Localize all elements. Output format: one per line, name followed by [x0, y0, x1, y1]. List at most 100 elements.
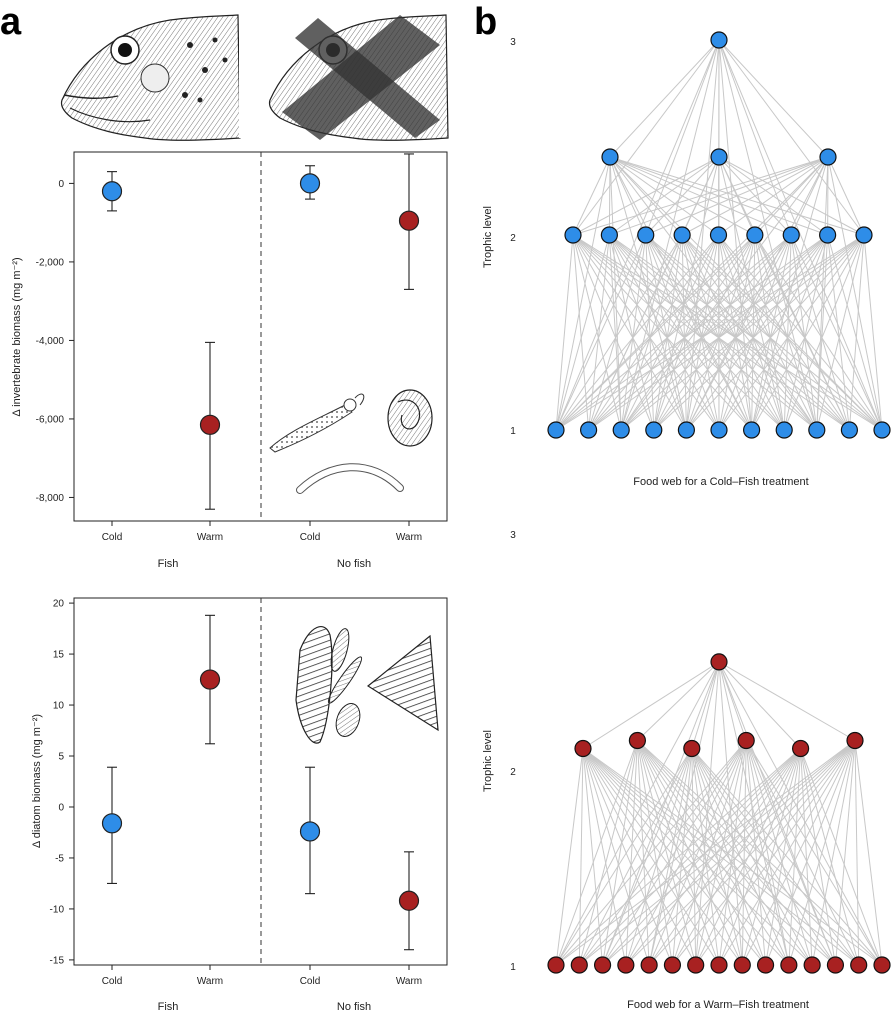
foodweb-node	[547, 421, 565, 439]
foodweb-node	[873, 421, 891, 439]
y-tick-label: -10	[50, 904, 65, 915]
foodweb-link	[745, 740, 813, 966]
foodweb-link	[653, 156, 720, 431]
foodweb-link	[582, 661, 720, 749]
foodweb-link	[572, 234, 590, 431]
foodweb-link	[800, 748, 836, 966]
x-tick-label: Cold	[300, 976, 321, 987]
foodweb-link	[609, 234, 818, 431]
foodweb-link	[625, 740, 856, 966]
foodweb-node	[819, 226, 837, 244]
foodweb-link	[555, 748, 584, 966]
foodweb-link	[625, 748, 801, 966]
foodweb-link	[582, 748, 604, 966]
x-tick-label: Warm	[396, 976, 422, 987]
foodweb-link	[620, 234, 756, 431]
foodweb-link	[718, 234, 850, 431]
foodweb-link	[718, 748, 802, 966]
y-tick-label: -15	[50, 955, 65, 966]
foodweb-link	[609, 39, 720, 158]
foodweb-link	[718, 39, 753, 431]
foodweb-link	[754, 234, 785, 431]
foodweb-link	[751, 234, 865, 431]
y-tick-label: -8,000	[36, 493, 65, 504]
foodweb-link	[582, 748, 697, 966]
foodweb-link	[718, 234, 753, 431]
foodweb-link	[741, 748, 802, 966]
foodweb-link	[645, 39, 720, 236]
foodweb-link	[827, 156, 883, 431]
foodweb-node	[710, 956, 728, 974]
foodweb-link	[555, 234, 610, 431]
foodweb-link	[555, 661, 720, 966]
foodweb-link	[783, 234, 829, 431]
foodweb-link	[691, 748, 790, 966]
foodweb-link	[681, 234, 687, 431]
foodweb-link	[811, 740, 856, 966]
y-tick-label: 0	[58, 179, 64, 190]
foodweb-link	[582, 748, 860, 966]
foodweb-link	[645, 234, 818, 431]
foodweb-link	[816, 234, 865, 431]
foodweb-link	[608, 234, 687, 431]
foodweb-link	[572, 234, 850, 431]
foodweb-link	[718, 661, 883, 966]
foodweb-node	[600, 226, 618, 244]
foodweb-link	[588, 234, 610, 431]
foodweb-link	[754, 234, 818, 431]
foodweb-link	[681, 234, 785, 431]
foodweb-node	[710, 653, 728, 671]
foodweb-node	[846, 731, 864, 750]
x-tick-label: Warm	[197, 532, 223, 543]
foodweb-link	[681, 234, 850, 431]
foodweb-link	[578, 740, 856, 966]
foodweb-link	[555, 234, 683, 431]
foodweb-link	[751, 156, 829, 431]
foodweb-link	[582, 748, 743, 966]
foodweb-link	[608, 234, 753, 431]
foodweb-link	[783, 234, 792, 431]
x-tick-label: Warm	[197, 976, 223, 987]
foodweb-link	[671, 748, 693, 966]
foodweb-link	[582, 748, 720, 966]
x-tick-label: Cold	[102, 532, 123, 543]
foodweb-link	[718, 661, 743, 966]
diatom-group-no-fish: No fish	[337, 1001, 371, 1013]
foodweb-link	[718, 661, 801, 749]
foodweb-link	[636, 740, 720, 966]
diatom-illustration	[295, 625, 439, 744]
foodweb-link	[653, 234, 719, 431]
foodweb-link	[827, 234, 850, 431]
foodweb-node	[710, 421, 728, 439]
foodweb-link	[788, 748, 802, 966]
foodweb-link	[609, 234, 850, 431]
foodweb-node	[617, 956, 635, 974]
foodweb-link	[745, 740, 883, 966]
panel-label-a: a	[0, 1, 22, 43]
foodweb-link	[790, 234, 818, 431]
foodweb-link	[800, 748, 813, 966]
y-tick-label: -4,000	[36, 336, 65, 347]
foodweb-link	[555, 740, 856, 966]
foodweb-link	[695, 740, 856, 966]
foodweb-link	[718, 234, 818, 431]
warm-level-1-label: 1	[510, 962, 516, 973]
foodweb-link	[645, 234, 753, 431]
foodweb-link	[572, 234, 687, 431]
foodweb-node	[687, 956, 705, 974]
foodweb-link	[572, 234, 883, 431]
data-point	[299, 173, 321, 194]
data-point	[199, 669, 221, 690]
foodweb-link	[751, 234, 829, 431]
foodweb-link	[625, 748, 693, 966]
foodweb-link	[609, 156, 622, 431]
foodweb-link	[765, 748, 802, 966]
foodweb-link	[681, 156, 829, 236]
y-tick-label: -2,000	[36, 257, 65, 268]
foodweb-link	[637, 661, 720, 741]
x-tick-label: Warm	[396, 532, 422, 543]
foodweb-link	[691, 748, 883, 966]
foodweb-link	[741, 740, 747, 966]
foodweb-link	[555, 234, 719, 431]
